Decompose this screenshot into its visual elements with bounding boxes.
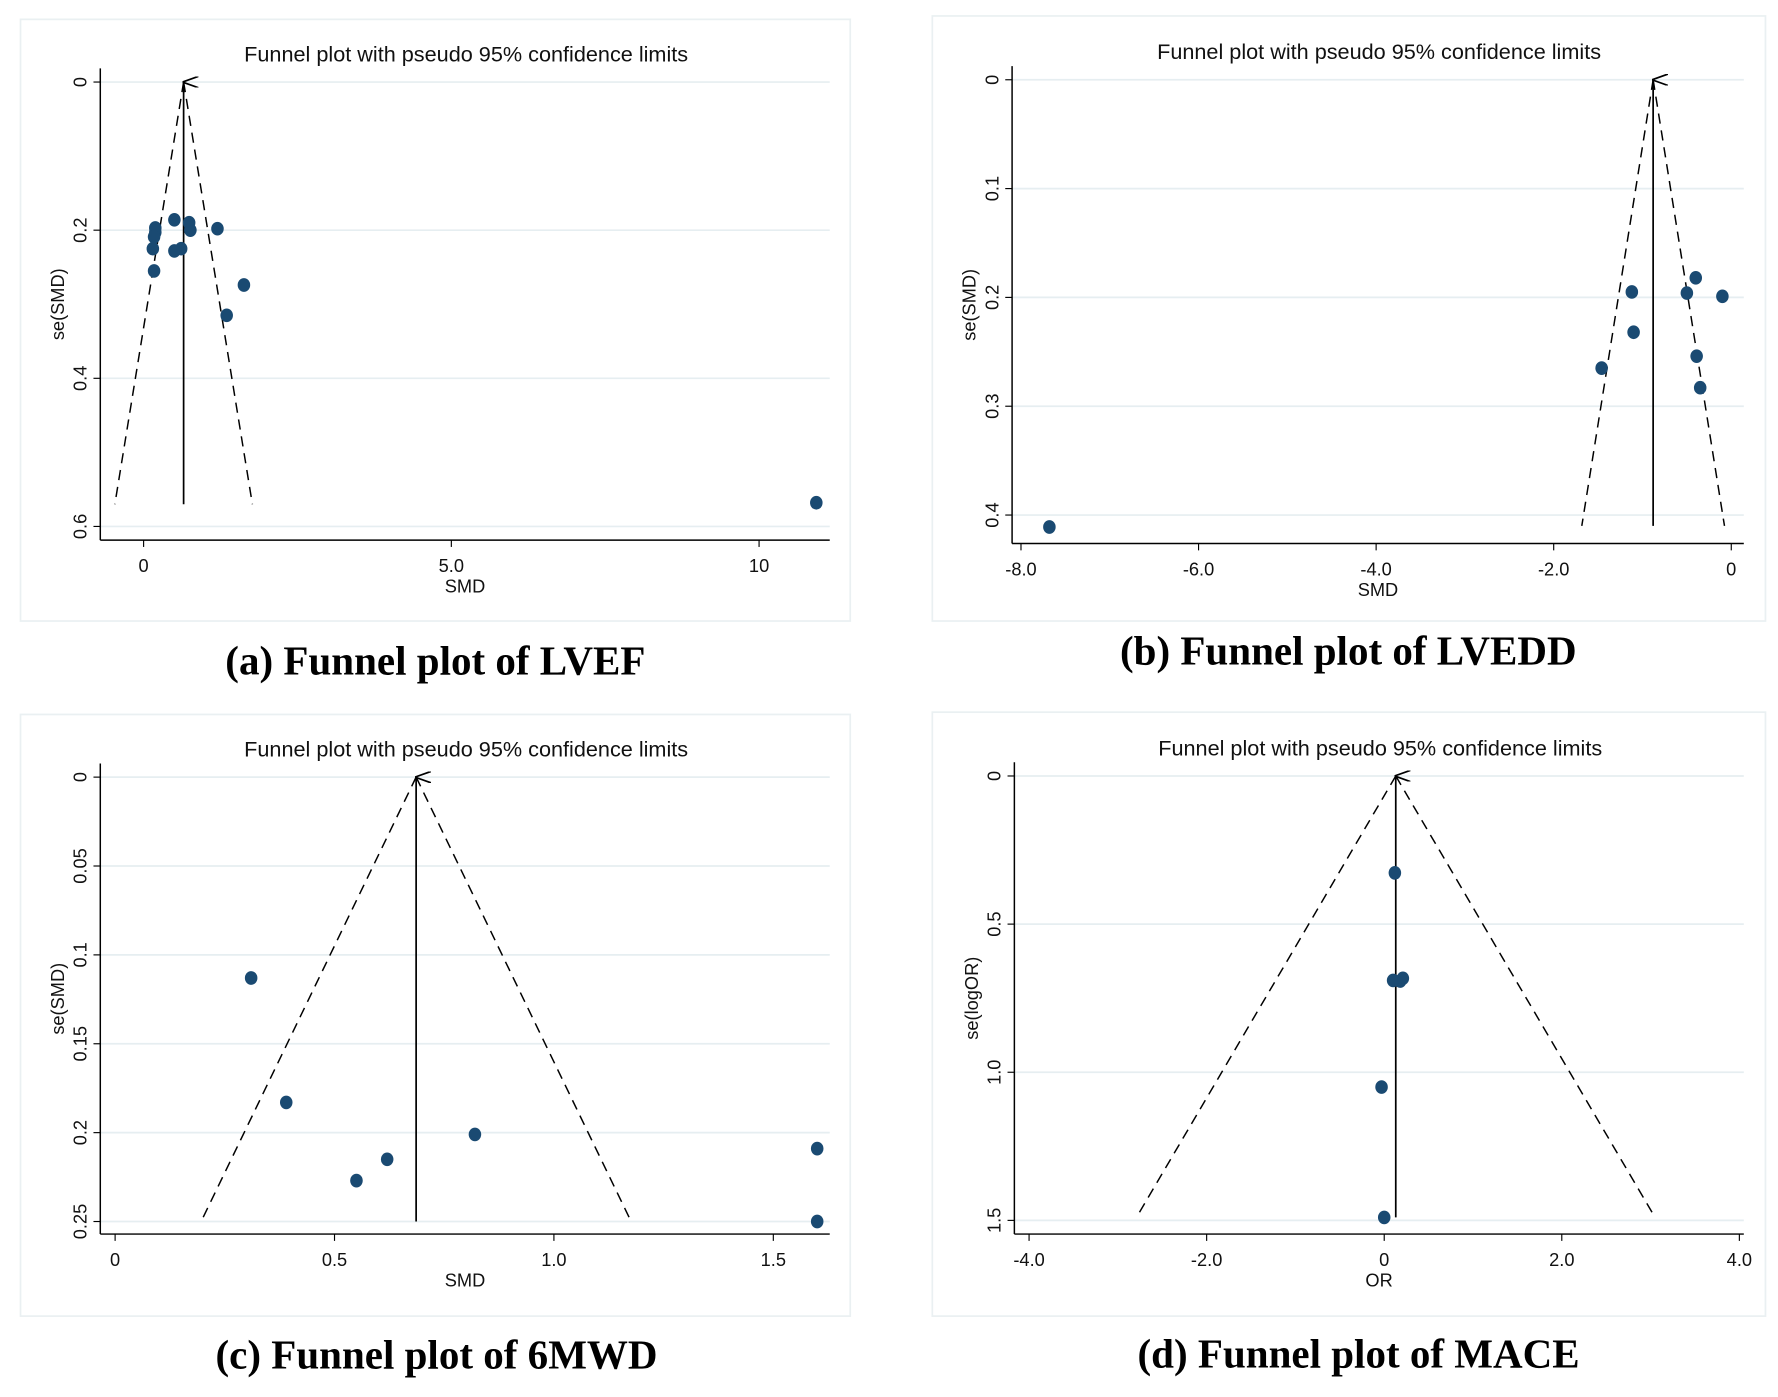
- panel-frame: [931, 711, 1767, 1317]
- study-point: [244, 971, 258, 985]
- lower-confidence-limit: [200, 776, 417, 1222]
- y-axis-label: se(logOR): [961, 957, 982, 1040]
- x-tick-label: -4.0: [1360, 558, 1391, 579]
- y-tick-label: 0.2: [70, 218, 91, 243]
- y-tick-label: 0.1: [981, 176, 1002, 201]
- y-tick-label: 0: [981, 75, 1002, 85]
- x-tick-label: -4.0: [1013, 1249, 1044, 1270]
- upper-confidence-limit: [1652, 79, 1726, 527]
- x-tick-label: -2.0: [1191, 1249, 1222, 1270]
- y-tick-label: 1.5: [984, 1208, 1005, 1233]
- y-tick-label: 1.0: [984, 1060, 1005, 1085]
- x-axis-label: SMD: [445, 576, 486, 597]
- y-tick-label: 0: [70, 77, 91, 87]
- study-point: [1693, 380, 1707, 395]
- study-point: [1716, 289, 1729, 304]
- chart-title: Funnel plot with pseudo 95% confidence l…: [244, 42, 688, 67]
- y-tick-label: 0: [70, 772, 91, 782]
- x-tick-label: 0: [1379, 1249, 1389, 1270]
- y-axis-label: se(SMD): [47, 963, 68, 1035]
- study-point: [1595, 361, 1608, 375]
- panel-frame: [19, 18, 852, 622]
- study-point: [1690, 349, 1703, 364]
- y-tick-label: 0.5: [984, 911, 1005, 936]
- chart-title: Funnel plot with pseudo 95% confidence l…: [1157, 39, 1601, 64]
- panel-caption: (c) Funnel plot of 6MWD: [215, 1332, 657, 1378]
- funnel-plot-panel-a: Funnel plot with pseudo 95% confidence l…: [19, 18, 852, 684]
- study-point: [184, 223, 197, 238]
- study-point: [810, 495, 823, 510]
- panel-caption: (a) Funnel plot of LVEF: [225, 638, 645, 684]
- y-tick-label: 0.3: [981, 394, 1002, 419]
- study-point: [1625, 285, 1639, 299]
- study-point: [237, 278, 251, 292]
- x-tick-label: 5.0: [439, 555, 464, 576]
- x-axis-label: SMD: [445, 1269, 486, 1290]
- study-point: [147, 264, 161, 278]
- study-point: [174, 241, 188, 256]
- panel-caption: (d) Funnel plot of MACE: [1138, 1330, 1580, 1376]
- x-tick-label: 1.5: [761, 1249, 786, 1270]
- funnel-plot-panel-d: Funnel plot with pseudo 95% confidence l…: [931, 711, 1767, 1376]
- y-tick-label: 0.2: [70, 1120, 91, 1145]
- x-tick-label: 2.0: [1549, 1249, 1574, 1270]
- y-tick-label: 0.2: [981, 285, 1002, 310]
- study-point: [1680, 286, 1694, 300]
- study-point: [1375, 1080, 1388, 1094]
- y-tick-label: 0.1: [70, 942, 91, 967]
- x-tick-label: 0.5: [322, 1249, 347, 1270]
- y-tick-label: 0.05: [70, 848, 91, 883]
- panel-frame: [19, 713, 852, 1317]
- x-tick-label: 1.0: [541, 1249, 566, 1270]
- x-tick-label: 0: [110, 1249, 120, 1270]
- y-tick-label: 0.4: [70, 366, 91, 391]
- panel-caption: (b) Funnel plot of LVEDD: [1120, 627, 1577, 673]
- y-tick-label: 0.4: [981, 502, 1002, 527]
- study-point: [810, 1141, 824, 1156]
- study-point: [810, 1214, 824, 1229]
- y-axis-label: se(SMD): [47, 268, 68, 340]
- chart-title: Funnel plot with pseudo 95% confidence l…: [1158, 735, 1602, 760]
- lower-confidence-limit: [114, 81, 185, 505]
- study-point: [468, 1127, 482, 1142]
- x-tick-label: -8.0: [1005, 558, 1036, 579]
- study-point: [168, 212, 181, 227]
- x-tick-label: -6.0: [1183, 558, 1214, 579]
- funnel-plot-panel-b: Funnel plot with pseudo 95% confidence l…: [931, 15, 1767, 673]
- study-point: [1043, 520, 1056, 534]
- x-tick-label: 4.0: [1727, 1249, 1752, 1270]
- study-point: [1377, 1210, 1391, 1225]
- study-point: [1396, 971, 1410, 986]
- x-tick-label: 0: [139, 555, 149, 576]
- upper-confidence-limit: [182, 81, 254, 505]
- y-tick-label: 0: [984, 771, 1005, 781]
- study-point: [350, 1173, 363, 1188]
- x-tick-label: 10: [749, 555, 769, 576]
- x-axis-label: OR: [1365, 1269, 1392, 1290]
- y-axis-label: se(SMD): [959, 269, 980, 341]
- y-tick-label: 0.25: [70, 1204, 91, 1239]
- x-axis-label: SMD: [1358, 579, 1399, 600]
- x-tick-label: -2.0: [1538, 558, 1569, 579]
- panel-frame: [931, 15, 1767, 622]
- upper-confidence-limit: [415, 776, 632, 1222]
- study-point: [380, 1152, 394, 1167]
- study-point: [146, 241, 160, 256]
- study-point: [1627, 325, 1640, 340]
- study-point: [211, 221, 224, 236]
- study-point: [220, 308, 233, 323]
- study-point: [1388, 866, 1402, 880]
- funnel-plot-panel-c: Funnel plot with pseudo 95% confidence l…: [19, 713, 852, 1378]
- x-tick-label: 0: [1726, 558, 1736, 579]
- y-tick-label: 0.6: [70, 514, 91, 539]
- y-tick-label: 0.15: [70, 1026, 91, 1061]
- study-point: [1689, 270, 1703, 285]
- study-point: [147, 230, 161, 244]
- chart-title: Funnel plot with pseudo 95% confidence l…: [244, 737, 688, 762]
- lower-confidence-limit: [1581, 79, 1654, 527]
- study-point: [279, 1095, 293, 1110]
